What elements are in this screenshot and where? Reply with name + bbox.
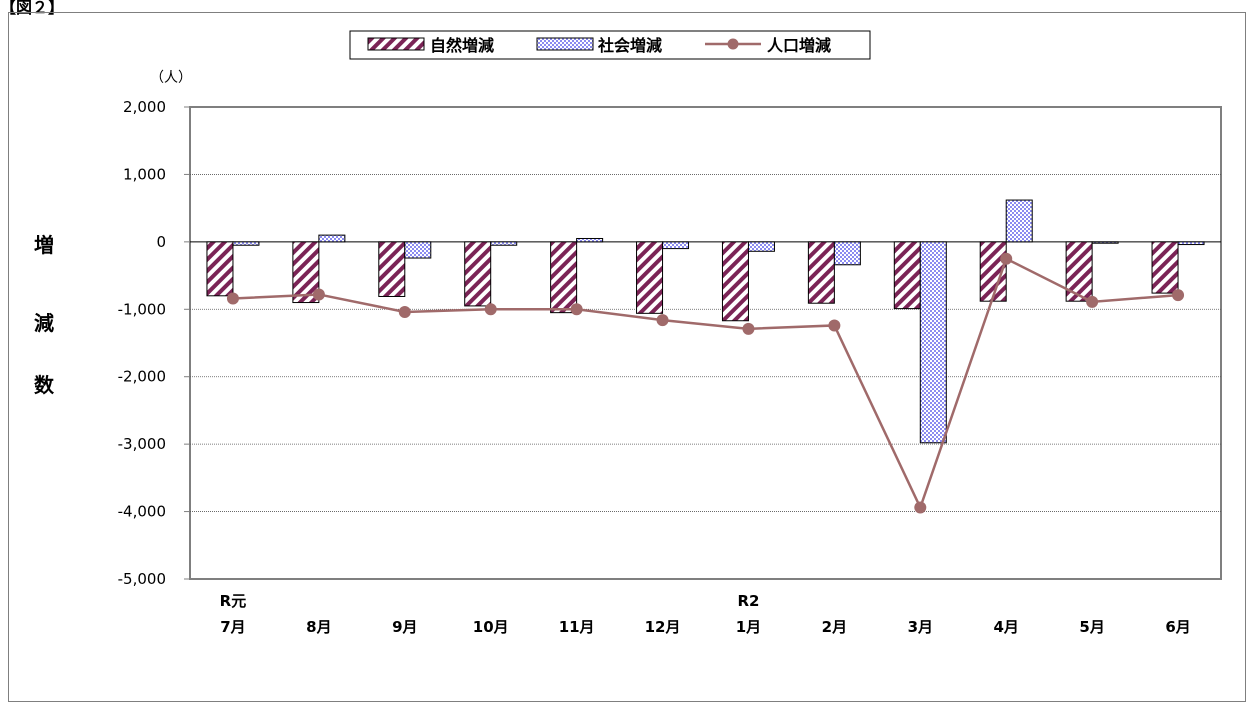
x-month-label: 2月: [822, 618, 847, 636]
bar-social-change: [1091, 241, 1119, 244]
bar-natural-change: [206, 241, 234, 297]
x-month-label: 9月: [392, 618, 417, 636]
legend-box: [349, 30, 871, 60]
x-era-label: R2: [737, 592, 759, 610]
x-month-label: 7月: [220, 618, 245, 636]
legend-label-natural: 自然増減: [430, 36, 494, 55]
bar-natural-change: [1151, 241, 1179, 294]
bar-natural-change: [1065, 241, 1093, 302]
point-population-change: [484, 303, 497, 316]
point-population-change: [1086, 295, 1099, 308]
point-population-change: [1172, 289, 1185, 302]
bar-natural-change: [636, 241, 664, 314]
point-population-change: [398, 305, 411, 318]
y-axis-label-char: 減: [34, 311, 54, 335]
x-month-label: 5月: [1079, 618, 1104, 636]
y-tick-label: -1,000: [118, 300, 166, 318]
bar-social-change: [833, 241, 861, 266]
bar-social-change: [576, 237, 604, 243]
y-axis-label-char: 数: [34, 373, 55, 397]
y-tick-label: -5,000: [118, 570, 166, 588]
bar-social-change: [318, 234, 346, 243]
bar-social-change: [1005, 199, 1033, 243]
legend-label-population: 人口増減: [767, 36, 831, 55]
bar-social-change: [662, 241, 690, 250]
x-month-label: 1月: [736, 618, 761, 636]
point-population-change: [656, 314, 669, 327]
point-population-change: [226, 292, 239, 305]
y-axis-label-char: 増: [34, 233, 54, 257]
bar-social-change: [1177, 241, 1205, 246]
x-month-label: 3月: [908, 618, 933, 636]
point-population-change: [914, 501, 927, 514]
bar-natural-change: [893, 241, 921, 310]
x-month-label: 12月: [645, 618, 681, 636]
x-month-label: 11月: [559, 618, 595, 636]
point-population-change: [1000, 252, 1013, 265]
y-tick-label: 1,000: [123, 165, 166, 183]
point-population-change: [312, 288, 325, 301]
x-era-label: R元: [220, 592, 247, 610]
bar-natural-change: [807, 241, 835, 304]
x-month-label: 6月: [1165, 618, 1190, 636]
legend-swatch-natural: [367, 37, 425, 51]
bar-natural-change: [550, 241, 578, 314]
bar-social-change: [747, 241, 775, 252]
legend-label-social: 社会増減: [597, 36, 662, 55]
bar-social-change: [404, 241, 432, 259]
plot-area: [189, 106, 1222, 580]
bar-natural-change: [721, 241, 749, 322]
point-population-change: [570, 303, 583, 316]
legend-swatch-social: [536, 37, 594, 51]
point-population-change: [828, 319, 841, 332]
unit-label: （人）: [150, 70, 192, 86]
bar-social-change: [232, 241, 260, 246]
x-month-label: 8月: [306, 618, 331, 636]
point-population-change: [742, 322, 755, 335]
x-month-label: 4月: [993, 618, 1018, 636]
legend: 自然増減 社会増減 人口増減: [349, 30, 871, 60]
line-population-change: [232, 256, 1179, 511]
bar-natural-change: [464, 241, 492, 307]
y-axis-label: 増減数: [34, 233, 55, 397]
bar-natural-change: [378, 241, 406, 297]
y-tick-label: 2,000: [123, 98, 166, 116]
bar-social-change: [490, 241, 518, 246]
y-tick-label: -4,000: [118, 503, 166, 521]
y-tick-label: -3,000: [118, 435, 166, 453]
bars: [206, 199, 1205, 444]
y-tick-label: 0: [156, 233, 166, 251]
x-axis-ticks: R元 7月 8月 9月 10月 11月 12月 R2 1月 2月 3月 4月 5月 6月: [220, 592, 1191, 636]
y-tick-label: -2,000: [118, 368, 166, 386]
gridlines: [190, 174, 1221, 512]
population-line: [226, 252, 1185, 514]
y-axis-ticks: 2,000 1,000 0 -1,000 -2,000 -3,000 -4,000 -5,00…: [118, 98, 190, 588]
x-month-label: 10月: [473, 618, 509, 636]
bar-social-change: [919, 241, 947, 444]
legend-marker-population: [727, 38, 739, 50]
